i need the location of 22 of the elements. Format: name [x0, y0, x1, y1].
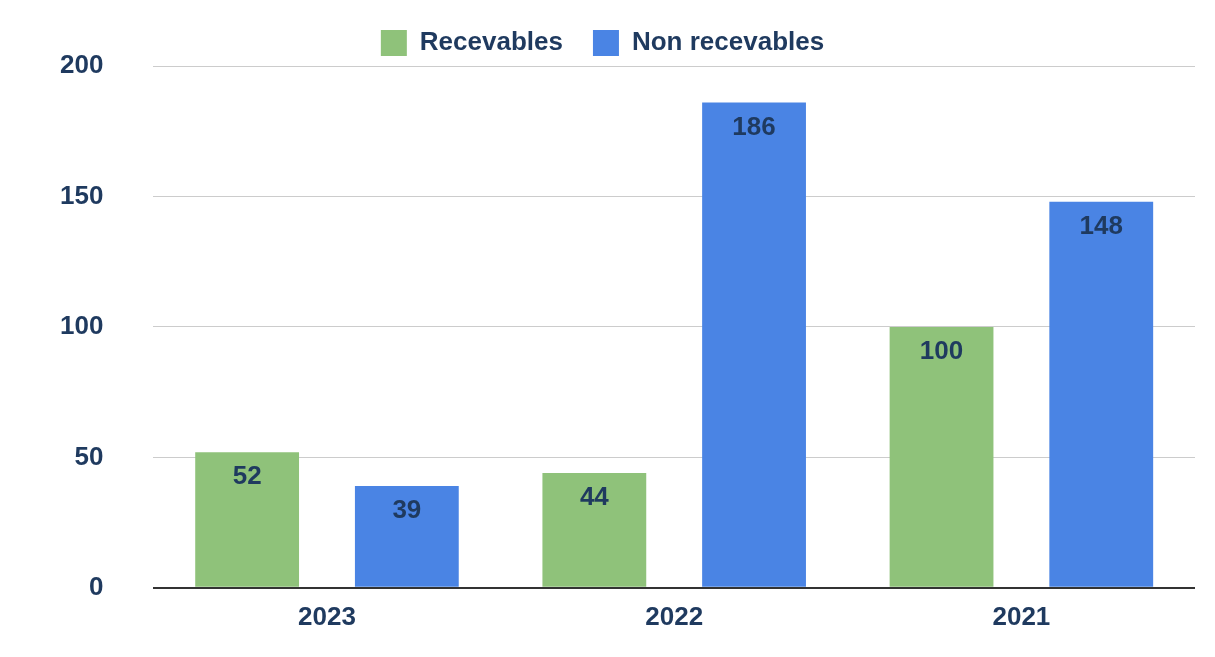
y-tick-label: 200: [59, 49, 104, 80]
legend-label: Recevables: [419, 26, 563, 57]
bar: [195, 452, 300, 587]
y-tick-label: 50: [74, 440, 104, 471]
bar: [542, 473, 647, 587]
data-label: 44: [579, 481, 610, 512]
data-label: 148: [1079, 209, 1123, 240]
legend-label: Non recevables: [631, 26, 825, 57]
data-label: 186: [732, 110, 776, 141]
y-tick-label: 0: [88, 570, 104, 601]
bar: [1049, 201, 1154, 587]
y-tick-label: 150: [59, 179, 104, 210]
data-label: 39: [392, 494, 422, 525]
bar: [354, 486, 459, 587]
data-label: 100: [919, 335, 964, 366]
bar: [702, 102, 806, 587]
x-tick-label: 2021: [992, 600, 1051, 631]
bar: [889, 326, 994, 587]
data-label: 52: [232, 460, 262, 491]
y-tick-label: 100: [59, 310, 104, 341]
x-tick-label: 2023: [298, 600, 356, 631]
x-tick-label: 2022: [645, 600, 704, 631]
